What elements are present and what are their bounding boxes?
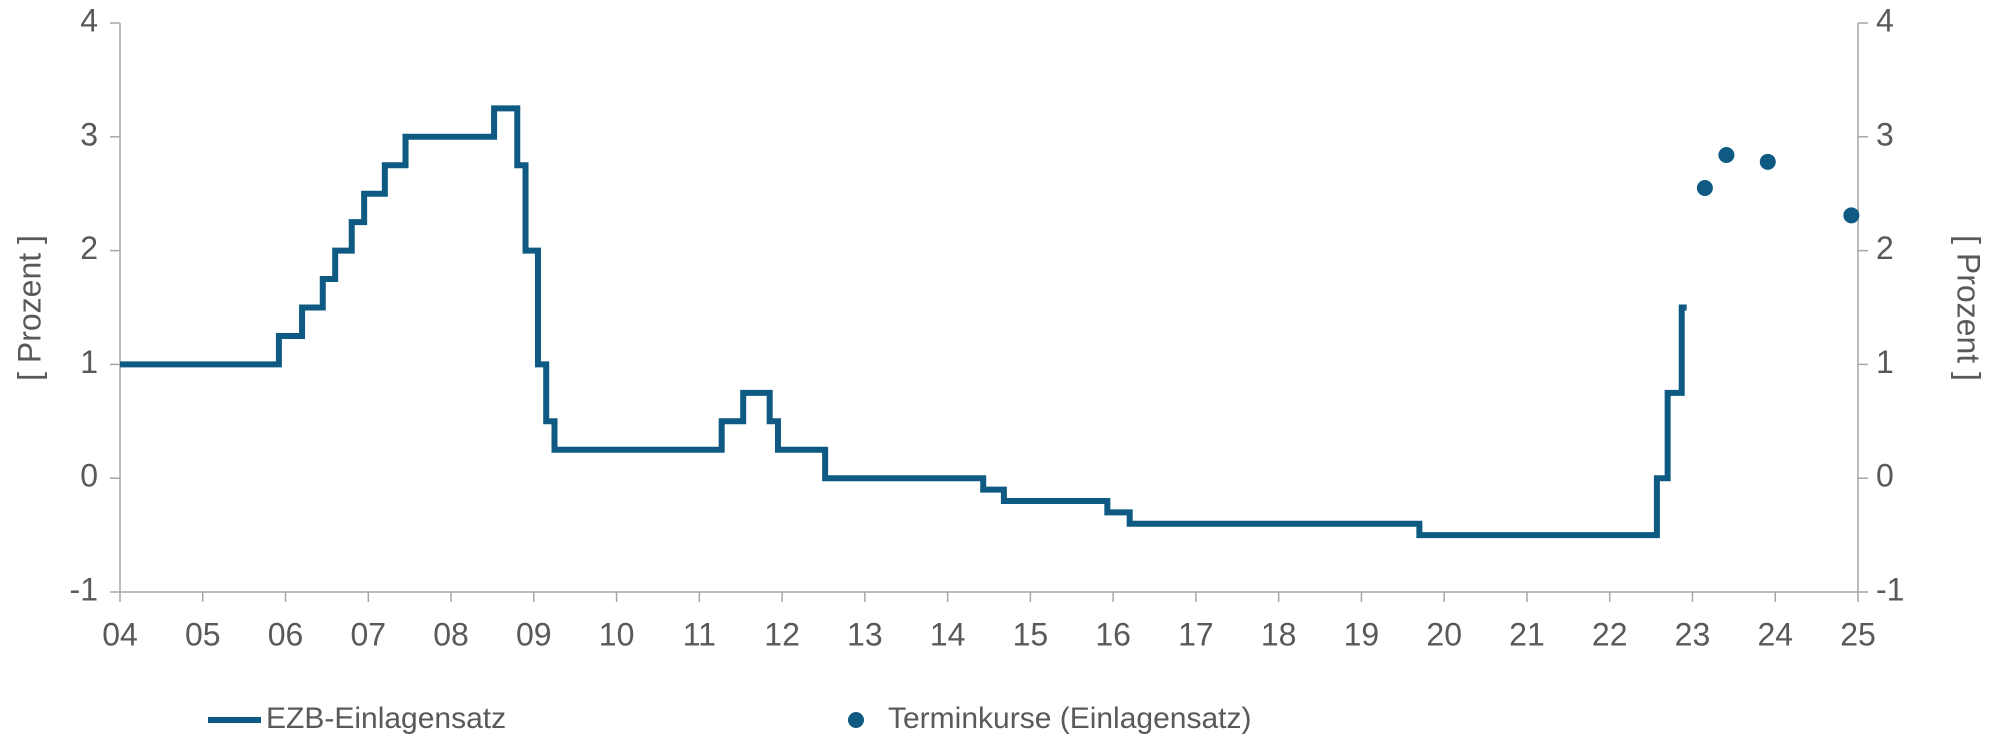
legend-marker xyxy=(848,712,864,728)
forward-point xyxy=(1718,147,1735,164)
x-tick-label: 10 xyxy=(599,616,635,652)
x-tick-label: 07 xyxy=(350,616,386,652)
y-axis-label: [ Prozent ] xyxy=(11,235,47,381)
legend-label: EZB-Einlagensatz xyxy=(266,702,506,735)
x-tick-label: 06 xyxy=(268,616,304,652)
y2-tick-label: 1 xyxy=(1876,344,1894,380)
forward-point xyxy=(1843,207,1860,224)
x-tick-label: 15 xyxy=(1013,616,1049,652)
x-tick-label: 16 xyxy=(1095,616,1131,652)
x-tick-label: 14 xyxy=(930,616,966,652)
x-tick-label: 23 xyxy=(1675,616,1711,652)
y-tick-label: 1 xyxy=(80,344,98,380)
x-tick-label: 08 xyxy=(433,616,469,652)
y2-tick-label: 3 xyxy=(1876,116,1894,152)
x-tick-label: 25 xyxy=(1840,616,1876,652)
legend-label: Terminkurse (Einlagensatz) xyxy=(888,702,1251,735)
x-tick-label: 20 xyxy=(1426,616,1462,652)
x-tick-label: 04 xyxy=(102,616,138,652)
rate-line xyxy=(120,105,1687,539)
y2-axis-label: [ Prozent ] xyxy=(1951,235,1987,381)
x-tick-label: 13 xyxy=(847,616,883,652)
x-tick-label: 21 xyxy=(1509,616,1545,652)
x-tick-label: 18 xyxy=(1261,616,1297,652)
x-tick-label: 12 xyxy=(764,616,800,652)
forward-point xyxy=(1759,153,1776,170)
y-tick-label: 0 xyxy=(80,458,98,494)
x-tick-label: 17 xyxy=(1178,616,1214,652)
y-tick-label: 4 xyxy=(80,2,98,38)
y-tick-label: 2 xyxy=(80,230,98,266)
x-tick-label: 22 xyxy=(1592,616,1628,652)
x-tick-label: 19 xyxy=(1344,616,1380,652)
y2-tick-label: 0 xyxy=(1876,458,1894,494)
x-tick-label: 05 xyxy=(185,616,221,652)
y2-tick-label: 4 xyxy=(1876,2,1894,38)
y2-tick-label: 2 xyxy=(1876,230,1894,266)
y-tick-label: 3 xyxy=(80,116,98,152)
y2-tick-label: -1 xyxy=(1876,571,1904,607)
forward-point xyxy=(1696,180,1713,197)
x-tick-label: 11 xyxy=(683,616,716,652)
y-tick-label: -1 xyxy=(70,571,98,607)
x-tick-label: 24 xyxy=(1757,616,1793,652)
x-tick-label: 09 xyxy=(516,616,552,652)
